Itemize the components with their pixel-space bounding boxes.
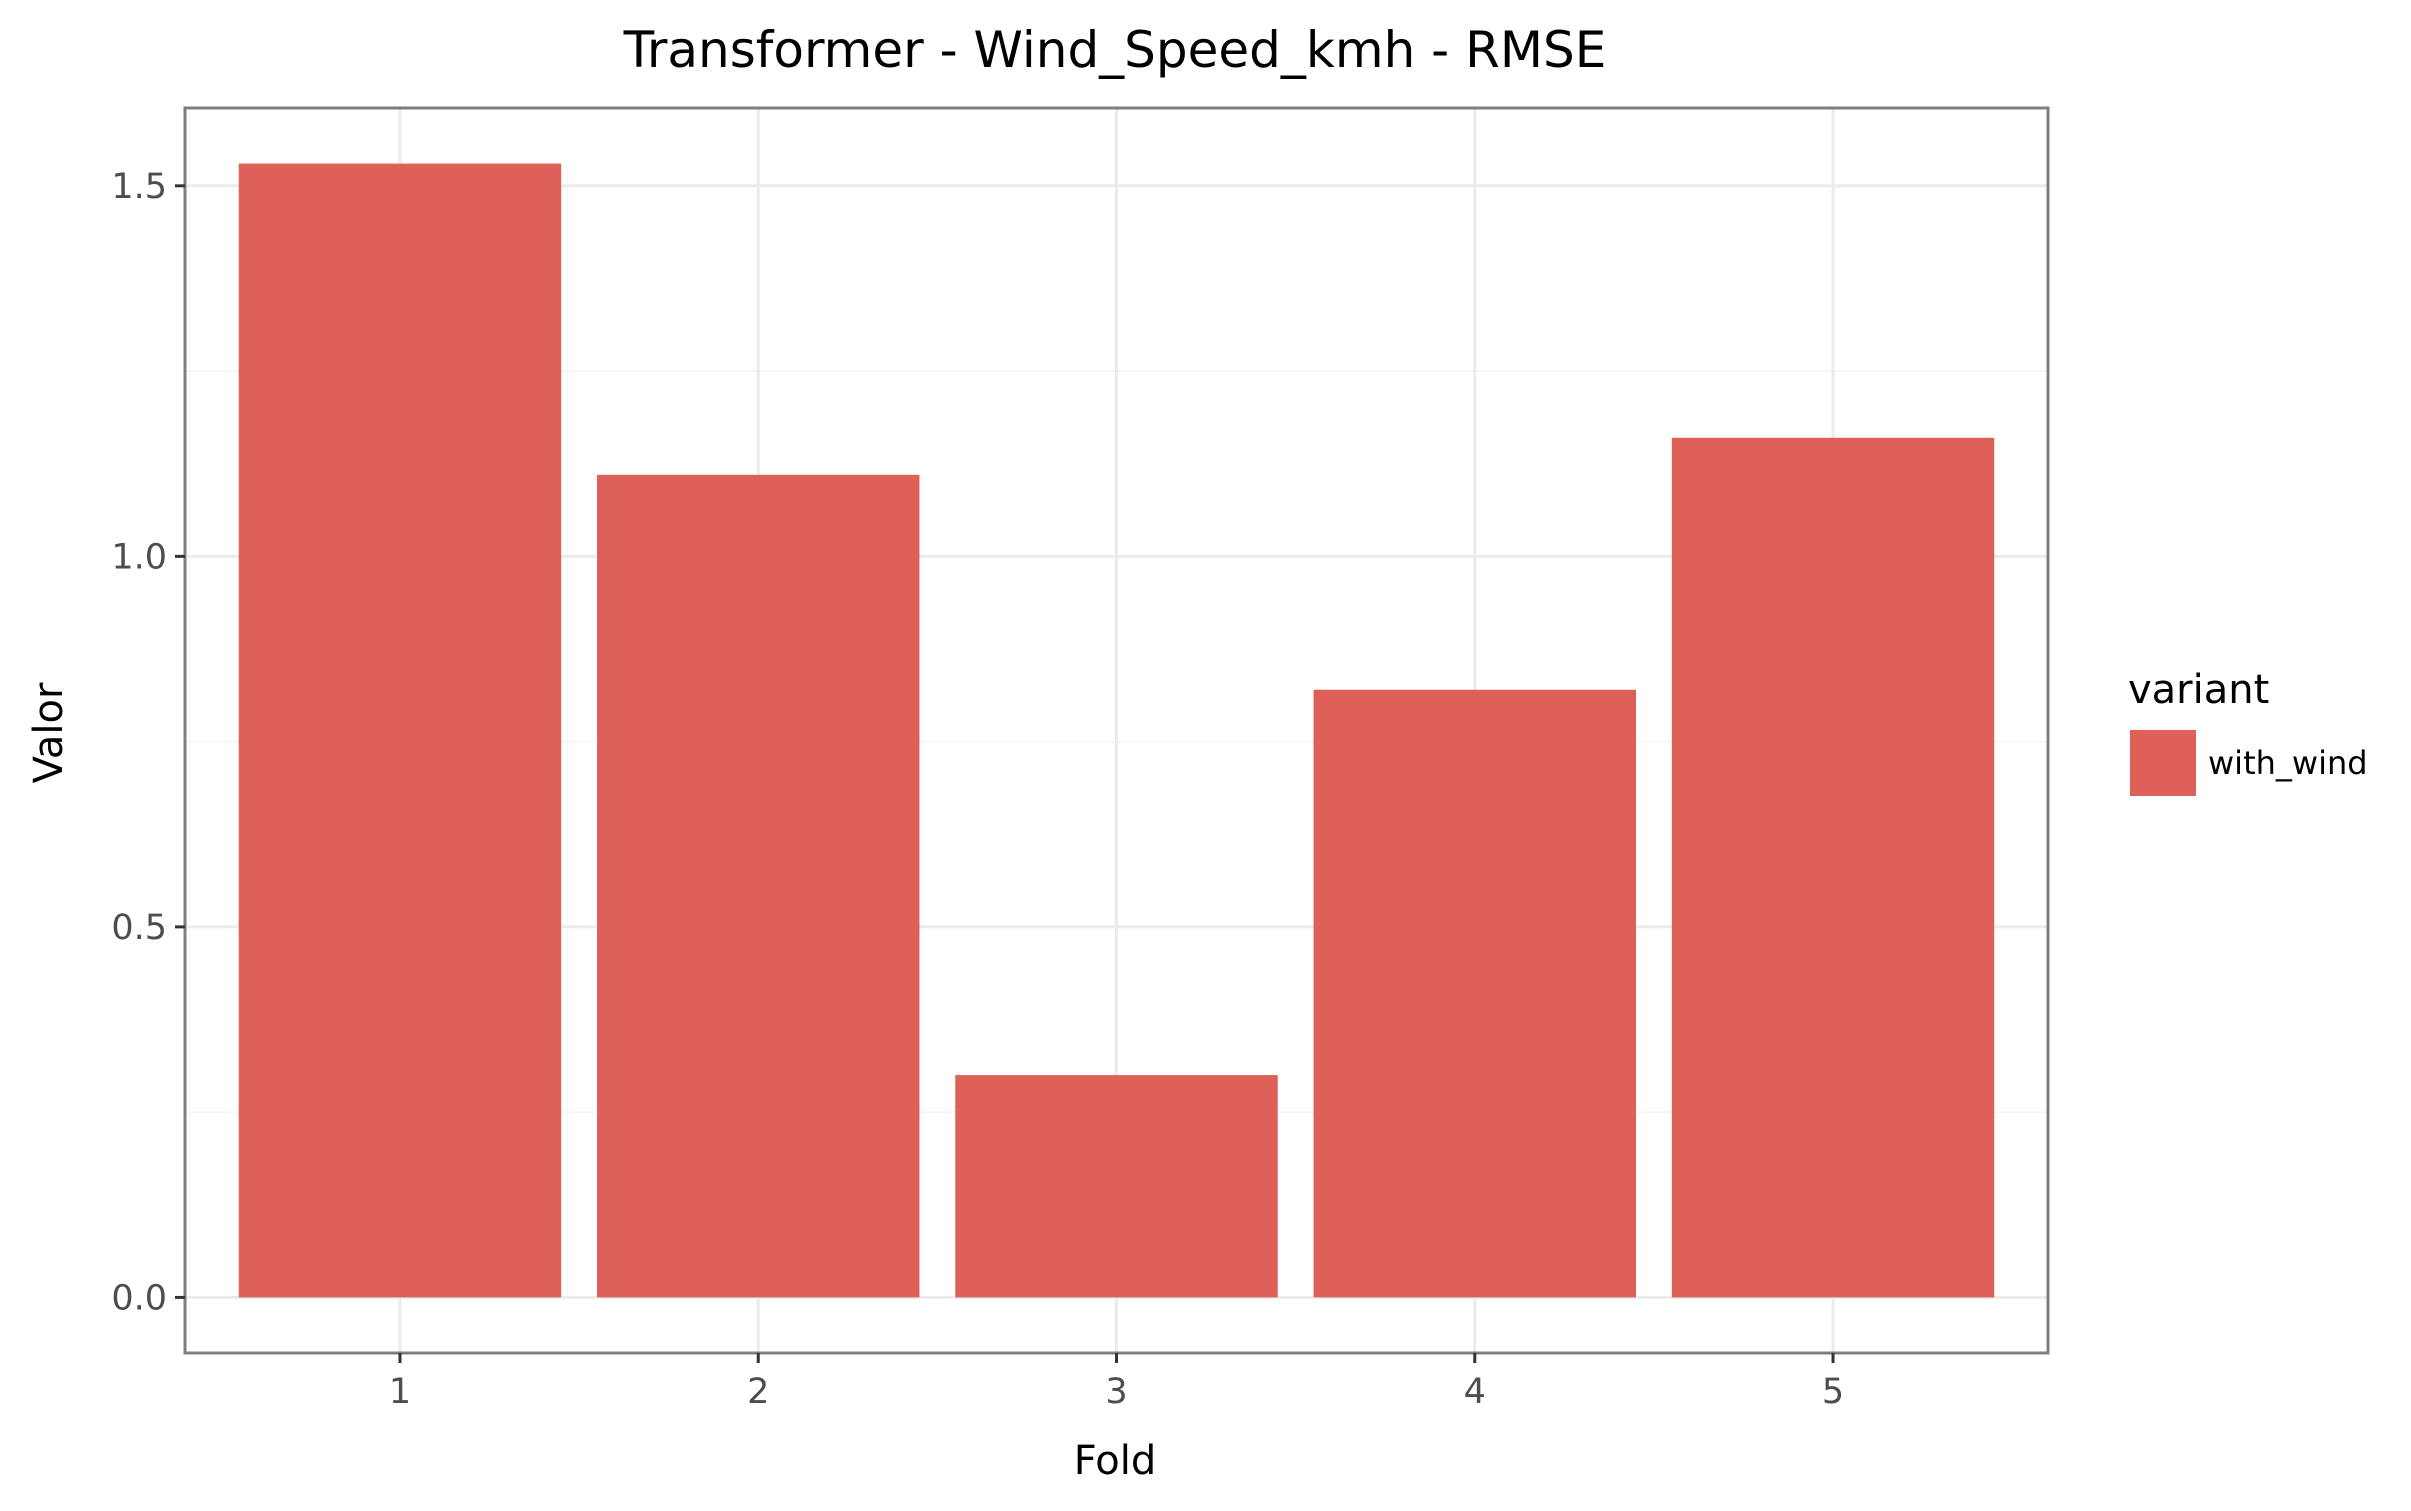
bar-fold-3	[955, 1075, 1278, 1298]
y-tick-label: 0.0	[111, 1278, 167, 1318]
y-axis-title: Valor	[26, 682, 72, 783]
legend: variant with_wind	[2128, 667, 2368, 796]
y-tick-label: 1.0	[111, 537, 167, 577]
y-tick-label: 0.5	[111, 908, 167, 948]
plot-panel: 0.0 0.5 1.0 1.5 1 2 3 4 5	[111, 106, 2050, 1412]
bar-fold-5	[1671, 437, 1995, 1298]
bar-fold-4	[1313, 689, 1636, 1298]
x-tick-label: 1	[389, 1372, 411, 1412]
chart-title: Transformer - Wind_Speed_kmh - RMSE	[623, 21, 1607, 79]
y-tick-label: 1.5	[111, 167, 167, 207]
x-axis-title: Fold	[1074, 1438, 1157, 1484]
x-tick-label: 3	[1105, 1372, 1127, 1412]
x-tick-label: 4	[1464, 1372, 1486, 1412]
x-tick-label: 5	[1822, 1372, 1844, 1412]
legend-label: with_wind	[2208, 744, 2368, 782]
bar-fold-1	[238, 163, 562, 1298]
bar-fold-2	[597, 474, 920, 1298]
x-tick-label: 2	[747, 1372, 769, 1412]
legend-title: variant	[2128, 667, 2269, 713]
legend-key	[2130, 730, 2196, 796]
